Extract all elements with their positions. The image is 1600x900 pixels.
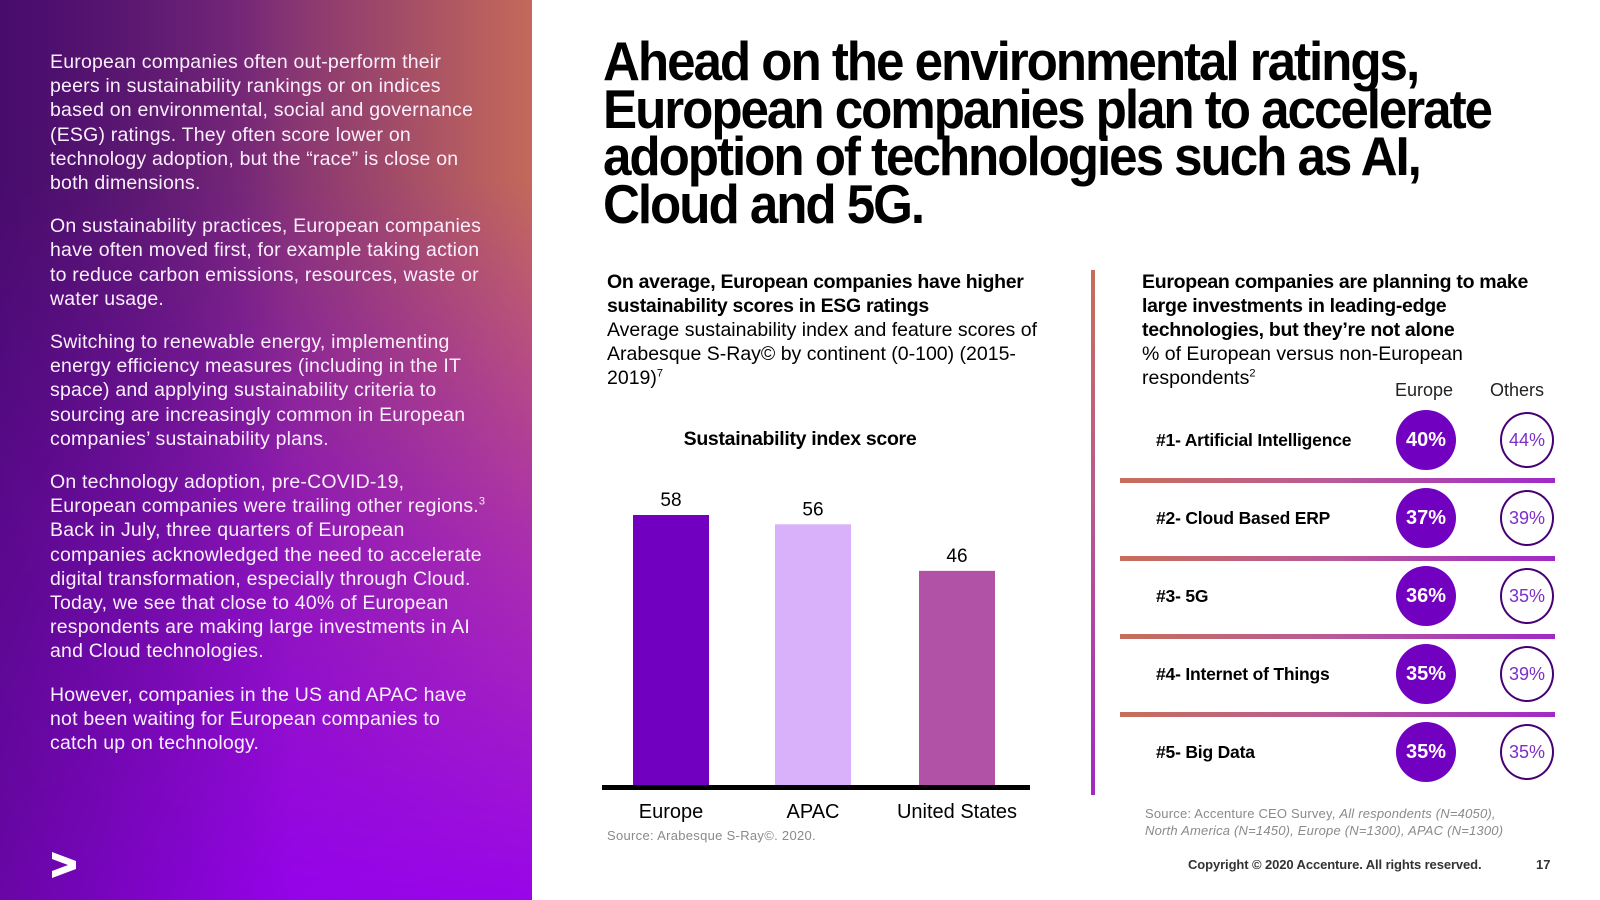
row-divider [1120,712,1555,717]
technology-label: #4- Internet of Things [1156,664,1330,684]
source-regular: Source: Accenture CEO Survey, [1145,806,1340,821]
others-percent-circle: 39% [1500,646,1554,702]
bar-united-states [919,570,995,785]
left-chart-heading-bold: On average, European companies have high… [607,271,1024,317]
chart-title: Sustainability index score [683,428,917,450]
technology-label: #1- Artificial Intelligence [1156,430,1352,450]
paragraph-2: On sustainability practices, European co… [50,215,482,310]
right-chart-heading: European companies are planning to make … [1142,270,1562,390]
bar-chart: 58 Europe 56 APAC 46 United States [602,490,1030,823]
bar-europe [633,515,709,785]
others-percent-circle: 39% [1500,490,1554,546]
row-divider [1120,478,1555,483]
technology-label: #5- Big Data [1156,742,1255,762]
source-italic-1: All respondents (N=4050), [1339,806,1496,821]
left-chart-subheading: Average sustainability index and feature… [607,318,1047,390]
column-header-europe: Europe [1395,380,1454,400]
europe-percent-circle: 35% [1396,722,1456,782]
others-percent-circle: 35% [1500,724,1554,780]
page-number: 17 [1536,857,1551,872]
source-italic-2: North America (N=1450), Europe (N=1300),… [1145,823,1504,838]
ranking-row: #2- Cloud Based ERP 37% 39% [1120,488,1555,566]
category-label: United States [897,801,1017,823]
row-divider [1120,634,1555,639]
technology-label: #2- Cloud Based ERP [1156,508,1331,528]
others-percent-circle: 35% [1500,568,1554,624]
row-divider [1120,556,1555,561]
x-axis-line [602,785,1030,790]
category-label: Europe [639,801,704,823]
europe-percent-circle: 35% [1396,644,1456,704]
ranking-row: #4- Internet of Things 35% 39% [1120,644,1555,722]
right-chart-subheading-text: % of European versus non-European respon… [1142,343,1463,389]
left-chart-heading: On average, European companies have high… [607,270,1047,390]
europe-percent-circle: 40% [1396,410,1456,470]
column-header-others: Others [1490,380,1545,400]
paragraph-5: However, companies in the US and APAC ha… [50,683,467,755]
page-title: Ahead on the environmental ratings, Euro… [603,30,1493,235]
copyright: Copyright © 2020 Accenture. All rights r… [1188,857,1482,872]
paragraph-1: European companies often out-perform the… [50,51,474,195]
ranking-row: #3- 5G 36% 35% [1120,566,1555,644]
europe-percent-circle: 36% [1396,566,1456,626]
bar-apac [775,524,851,785]
left-chart-subheading-text: Average sustainability index and feature… [607,319,1037,389]
right-chart-heading-bold: European companies are planning to make … [1142,271,1528,341]
others-percent-circle: 44% [1500,412,1554,468]
paragraph-4: On technology adoption, pre-COVID-19, Eu… [50,470,490,664]
ranking-row: #1- Artificial Intelligence 40% 44% [1120,410,1555,488]
ranking-row: #5- Big Data 35% 35% [1120,722,1555,800]
right-chart-subheading: % of European versus non-European respon… [1142,342,1562,390]
paragraph-3: Switching to renewable energy, implement… [50,331,466,450]
section-divider [1091,270,1095,795]
category-label: APAC [787,801,840,823]
left-chart-footnote: 7 [656,367,663,380]
panel-shade [0,0,532,900]
right-chart-footnote: 2 [1249,367,1256,380]
left-body-text: European companies often out-perform the… [50,50,490,774]
accenture-greater-than-icon [52,852,76,878]
footnote-ref: 3 [478,495,486,508]
right-chart-source: Source: Accenture CEO Survey, All respon… [1145,805,1503,839]
data-label: 58 [660,490,681,511]
data-label: 46 [946,546,967,567]
paragraph-4-before: On technology adoption, pre-COVID-19, Eu… [50,471,479,518]
paragraph-4-after: Back in July, three quarters of European… [50,519,482,663]
data-label: 56 [802,499,823,520]
left-chart-source: Source: Arabesque S-Ray©. 2020. [607,828,816,843]
technology-label: #3- 5G [1156,586,1209,606]
left-panel: European companies often out-perform the… [0,0,532,900]
europe-percent-circle: 37% [1396,488,1456,548]
